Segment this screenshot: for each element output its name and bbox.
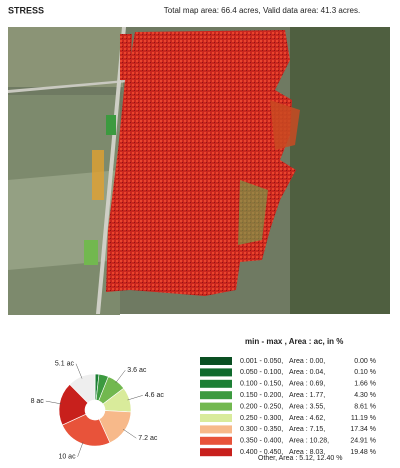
legend-swatch [200,379,232,388]
legend-percent: 8.61 % [354,403,376,410]
leader-line [127,395,143,401]
legend-swatch [200,414,232,422]
legend-percent: 1.66 % [354,381,376,388]
pie-label: 7.2 ac [138,435,158,442]
legend-range: 0.400 - 0.450, [240,449,283,456]
pie-label: 10 ac [58,454,76,461]
legend-percent: 4.30 % [354,392,376,399]
legend-area: Area : 0.69, [289,381,325,388]
pie-slice [61,413,111,447]
legend-percent: 19.48 % [350,449,376,456]
legend-swatch [200,448,232,457]
title: STRESS [8,5,44,15]
leader-line [45,400,62,405]
legend-range: 0.150 - 0.200, [240,392,283,399]
pie-label: 8 ac [31,398,45,405]
legend-percent: 24.91 % [350,438,376,445]
leader-line [115,370,126,384]
summary: Total map area: 66.4 acres, Valid data a… [164,6,360,15]
legend-title: min - max , Area : ac, in % [245,337,343,346]
legend-range: 0.250 - 0.300, [240,415,283,422]
legend-range: 0.200 - 0.250, [240,403,283,410]
legend-other: Other, Area : 5.12, 12.40 % [258,455,342,462]
legend-swatch [200,391,232,400]
legend-swatch [200,402,232,411]
legend-area: Area : 7.15, [289,426,325,433]
legend-range: 0.001 - 0.050, [240,358,283,365]
legend-area: Area : 1.77, [289,392,325,399]
legend-swatch [200,436,232,445]
leader-line [77,441,84,457]
pie-label: 5.1 ac [55,361,75,368]
legend-range: 0.050 - 0.100, [240,369,283,376]
legend-range: 0.300 - 0.350, [240,426,283,433]
leader-line [75,363,83,379]
legend-swatch [200,357,232,365]
legend-percent: 0.00 % [354,358,376,365]
pie-slice [69,373,96,404]
legend-percent: 17.34 % [350,426,376,433]
legend-area: Area : 4.62, [289,415,325,422]
pie-label: 3.6 ac [127,367,147,374]
legend-area: Area : 3.55, [289,403,325,410]
legend-range: 0.350 - 0.400, [240,438,283,445]
legend-range: 0.100 - 0.150, [240,381,283,388]
pie-label: 4.6 ac [145,392,165,399]
leader-line [122,428,137,439]
legend-area: Area : 10.28, [289,438,329,445]
legend-swatch [200,368,232,377]
legend-area: Area : 0.04, [289,369,325,376]
legend-percent: 11.19 % [351,415,376,422]
legend-percent: 0.10 % [354,369,376,376]
legend-area: Area : 8.03, [289,449,325,456]
legend-area: Area : 0.00, [289,358,325,365]
legend-swatch [200,425,232,434]
map [8,27,390,315]
